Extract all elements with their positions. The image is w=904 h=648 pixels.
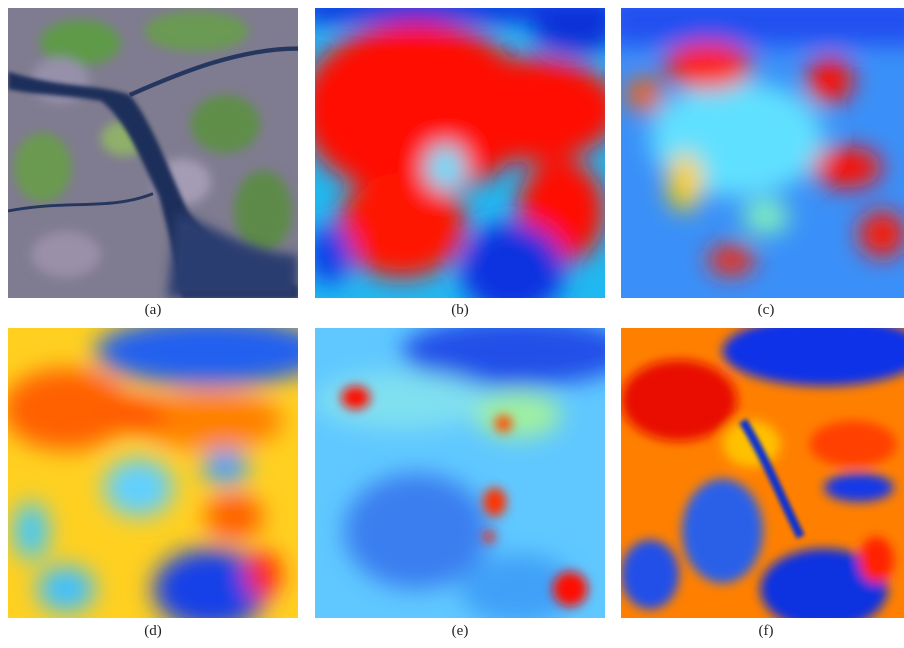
panel-image bbox=[621, 8, 904, 298]
image-shape bbox=[104, 459, 174, 517]
image-shape bbox=[14, 502, 49, 560]
caption: (c) bbox=[621, 302, 904, 319]
image-shape bbox=[621, 360, 737, 441]
panel-image bbox=[315, 328, 605, 618]
figure: (a) (b) (c) (d) (e) (f) bbox=[0, 0, 904, 648]
image-shape bbox=[621, 8, 904, 46]
panel-image bbox=[621, 328, 904, 618]
image-shape bbox=[14, 133, 72, 203]
image-shape bbox=[812, 147, 882, 188]
caption: (b) bbox=[315, 302, 605, 319]
image-shape bbox=[621, 540, 679, 610]
image-shape bbox=[144, 11, 248, 52]
image-shape bbox=[202, 450, 248, 485]
image-shape bbox=[110, 398, 168, 433]
image-shape bbox=[246, 551, 281, 597]
image-shape bbox=[859, 211, 904, 257]
image-shape bbox=[810, 421, 897, 467]
panel-image bbox=[8, 328, 298, 618]
image-shape bbox=[37, 566, 95, 612]
image-shape bbox=[475, 392, 562, 438]
image-shape bbox=[495, 415, 512, 432]
image-shape bbox=[344, 473, 489, 589]
caption: (e) bbox=[315, 623, 605, 640]
image-shape bbox=[743, 199, 789, 234]
image-shape bbox=[859, 537, 894, 583]
image-shape bbox=[708, 246, 754, 275]
caption: (a) bbox=[8, 302, 298, 319]
image-shape bbox=[191, 95, 261, 153]
caption: (f) bbox=[621, 623, 904, 640]
image-shape bbox=[31, 231, 101, 277]
panel-image bbox=[8, 8, 298, 298]
caption: (d) bbox=[8, 623, 298, 640]
image-shape bbox=[425, 144, 466, 190]
image-shape bbox=[682, 479, 763, 583]
panel-image bbox=[315, 8, 605, 298]
image-shape bbox=[807, 57, 853, 103]
image-shape bbox=[341, 386, 370, 409]
image-shape bbox=[234, 170, 292, 251]
image-shape bbox=[824, 473, 894, 502]
image-shape bbox=[483, 531, 495, 543]
image-shape bbox=[315, 372, 489, 430]
image-shape bbox=[483, 488, 506, 517]
image-shape bbox=[553, 572, 588, 607]
image-shape bbox=[667, 153, 702, 211]
image-shape bbox=[665, 43, 752, 89]
image-shape bbox=[205, 493, 263, 539]
image-shape bbox=[627, 78, 662, 113]
